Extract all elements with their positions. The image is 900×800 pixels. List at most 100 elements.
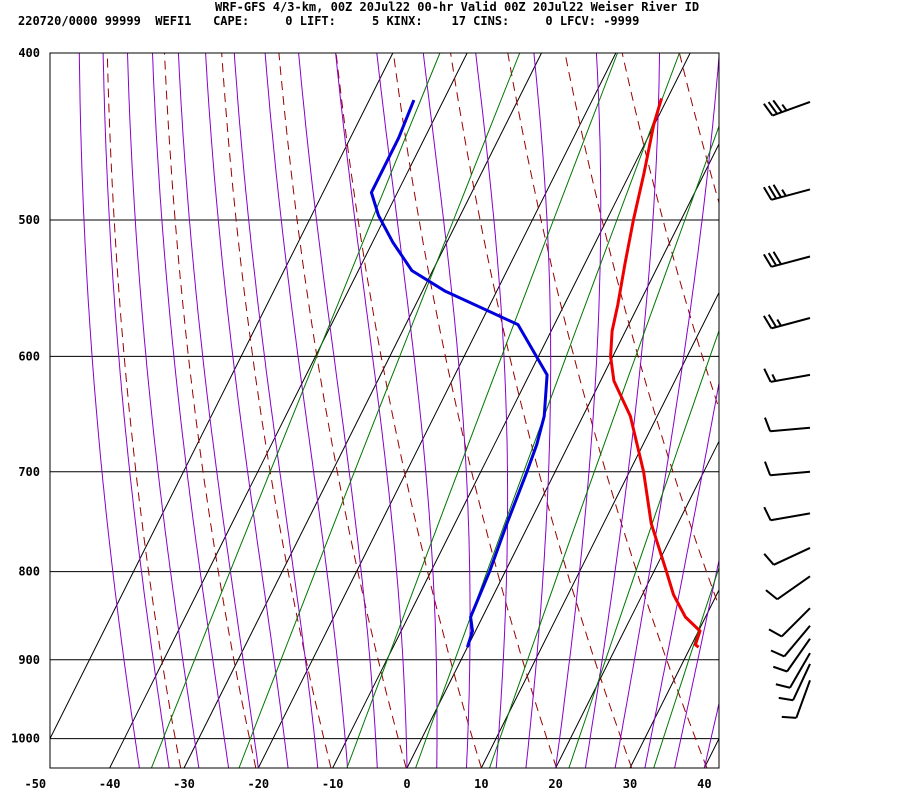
- moist-adiabat: [335, 53, 408, 768]
- wind-barb-feather: [767, 252, 778, 267]
- wind-barb-feather: [781, 715, 797, 719]
- x-tick-label: -10: [322, 777, 344, 791]
- dry-adiabat: [794, 53, 900, 768]
- moist-adiabat: [734, 53, 900, 768]
- wind-barb: [763, 251, 811, 268]
- moist-adiabat: [205, 53, 289, 768]
- dry-adiabat: [450, 53, 633, 768]
- wind-barb: [763, 547, 811, 566]
- isotherm-line: [183, 53, 542, 768]
- moist-adiabat: [475, 53, 509, 768]
- wind-barb-shaft: [771, 255, 811, 268]
- wind-barb: [763, 368, 811, 383]
- wind-barb-shaft: [771, 317, 811, 330]
- x-tick-label: 20: [548, 777, 562, 791]
- wind-barb-feather: [772, 184, 782, 198]
- x-tick-label: 10: [474, 777, 488, 791]
- y-tick-label: 600: [18, 349, 40, 363]
- y-tick-label: 800: [18, 565, 40, 579]
- moist-adiabat: [233, 53, 319, 768]
- x-tick-label: -30: [173, 777, 195, 791]
- wind-barb-shaft: [789, 652, 811, 689]
- moist-adiabat: [703, 701, 719, 768]
- isotherm-line: [406, 142, 719, 768]
- wind-barb: [775, 652, 811, 689]
- moist-adiabat: [264, 53, 348, 768]
- wind-barb: [772, 638, 811, 673]
- wind-barb: [768, 607, 811, 638]
- wind-barb-feather: [772, 99, 783, 113]
- y-tick-label: 400: [18, 46, 40, 60]
- wind-barb: [763, 99, 811, 117]
- dry-adiabat: [621, 53, 719, 411]
- wind-barb-shaft: [773, 547, 811, 566]
- profile-series: [369, 97, 702, 649]
- wind-barb-shaft: [792, 663, 811, 701]
- wind-barb: [778, 663, 811, 702]
- wind-barb-shaft: [770, 426, 811, 433]
- mixing-ratio-line: [415, 53, 680, 768]
- wind-barb-feather: [767, 101, 778, 115]
- moist-adiabat: [127, 53, 200, 768]
- wind-barb-feather: [763, 186, 773, 201]
- wind-barb-shaft: [795, 679, 811, 719]
- isotherm-line: [480, 291, 719, 768]
- dry-adiabat: [164, 53, 257, 768]
- wind-barb-feather: [776, 319, 782, 327]
- moist-adiabat: [298, 53, 378, 768]
- wind-barbs: [763, 99, 811, 719]
- moist-adiabat: [644, 380, 719, 768]
- chart-title: WRF-GFS 4/3-km, 00Z 20Jul22 00-hr Valid …: [215, 0, 700, 14]
- x-tick-label: -20: [247, 777, 269, 791]
- axis-ticks: 400 500 600 700 800 900 1000 -50 -40 -30 -20 -10 0 10…: [11, 46, 711, 791]
- wind-barb-shaft: [770, 512, 811, 522]
- wind-barb: [765, 575, 811, 601]
- mixing-ratio-line: [346, 53, 618, 768]
- isotherm-line: [703, 737, 719, 768]
- wind-barb-shaft: [770, 373, 811, 383]
- isotherm-line: [109, 53, 468, 768]
- moist-adiabat: [102, 53, 170, 768]
- wind-barb-feather: [771, 373, 777, 382]
- dewpoint-profile-line: [369, 99, 549, 648]
- moist-adiabat: [525, 53, 552, 768]
- thermo-background-lines: [50, 53, 900, 768]
- moist-adiabat: [614, 53, 719, 768]
- wind-barb: [764, 461, 811, 477]
- mixing-ratio-line: [150, 53, 441, 768]
- wind-barb-shaft: [771, 188, 811, 201]
- x-tick-label: 30: [623, 777, 637, 791]
- wind-barb-feather: [764, 417, 772, 432]
- moist-adiabat: [376, 53, 438, 768]
- wind-barb-feather: [763, 368, 772, 383]
- wind-barb-feather: [772, 665, 788, 673]
- wind-barb-feather: [781, 103, 788, 112]
- wind-barb: [770, 625, 811, 658]
- dry-adiabat: [221, 53, 332, 768]
- x-tick-label: 40: [697, 777, 711, 791]
- wind-barb-feather: [775, 683, 791, 689]
- wind-barb-feather: [781, 189, 787, 197]
- wind-barb: [763, 184, 811, 201]
- isotherm-line: [332, 53, 691, 768]
- wind-barb-shaft: [770, 470, 811, 477]
- wind-barb-feather: [763, 253, 773, 268]
- wind-barb: [763, 314, 811, 330]
- wind-barb-shaft: [776, 575, 811, 601]
- wind-barb-shaft: [781, 607, 811, 638]
- isotherm-line: [629, 588, 719, 768]
- wind-barb-feather: [764, 461, 772, 476]
- temperature-profile-line: [609, 97, 702, 649]
- y-tick-label: 1000: [11, 732, 40, 746]
- wind-barb-shaft: [772, 100, 811, 117]
- wind-barb-shaft: [786, 638, 811, 673]
- wind-barb-feather: [765, 589, 778, 601]
- wind-barb-feather: [767, 185, 778, 200]
- y-tick-label: 700: [18, 465, 40, 479]
- wind-barb: [764, 417, 811, 433]
- mixing-ratio-line: [238, 53, 521, 768]
- dry-adiabat: [737, 53, 900, 768]
- wind-barb-feather: [770, 649, 785, 658]
- isotherm-line: [555, 440, 719, 768]
